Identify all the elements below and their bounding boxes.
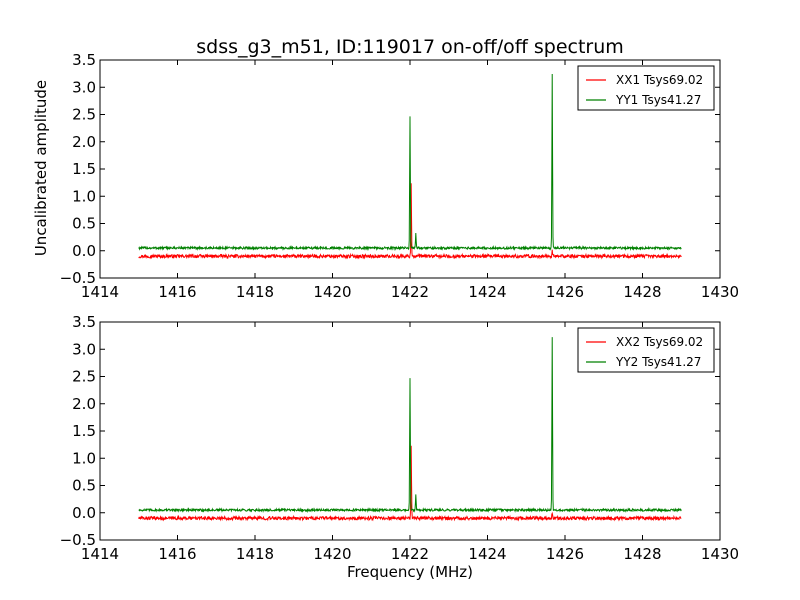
y-tick-label: 2.5 <box>72 368 96 386</box>
x-tick-label: 1424 <box>468 283 506 301</box>
series-line-2 <box>138 74 682 252</box>
legend-label: YY2 Tsys41.27 <box>615 355 701 369</box>
legend: XX1 Tsys69.02 YY1 Tsys41.27 <box>577 65 715 111</box>
y-tick-label: 0.5 <box>72 215 96 233</box>
x-tick-label: 1420 <box>313 283 351 301</box>
y-tick-label: 3.5 <box>72 51 96 69</box>
series-line-1 <box>138 445 682 522</box>
x-tick-label: 1430 <box>701 545 739 563</box>
series-line-2 <box>138 337 682 514</box>
y-tick-label: 2.0 <box>72 395 96 413</box>
legend-label: XX1 Tsys69.02 <box>616 73 703 87</box>
y-axis-label: Uncalibrated amplitude <box>32 80 50 256</box>
x-tick-label: 1426 <box>546 545 584 563</box>
figure-title: sdss_g3_m51, ID:119017 on-off/off spectr… <box>196 36 624 58</box>
subplots: 1414 1416 1418 1420 1422 1424 1426 1428 1430 −0.5… <box>60 51 740 563</box>
x-tick-label: 1422 <box>391 283 429 301</box>
y-tick-label: 2.5 <box>72 106 96 124</box>
x-tick-label: 1424 <box>468 545 506 563</box>
subplot-1: 1414 1416 1418 1420 1422 1424 1426 1428 1430 −0.5… <box>60 51 740 301</box>
y-tick-label: 1.5 <box>72 160 96 178</box>
legend: XX2 Tsys69.02 YY2 Tsys41.27 <box>577 327 715 373</box>
x-tick-label: 1414 <box>81 283 119 301</box>
y-tick-label: 2.0 <box>72 133 96 151</box>
y-tick-label: 1.5 <box>72 422 96 440</box>
x-tick-label: 1426 <box>546 283 584 301</box>
x-tick-label: 1422 <box>391 545 429 563</box>
y-tick-label: 0.0 <box>72 242 96 260</box>
y-tick-label: 0.5 <box>72 477 96 495</box>
y-tick-label: 1.0 <box>72 449 96 467</box>
y-tick-label: −0.5 <box>60 531 96 549</box>
y-tick-label: 3.0 <box>72 340 96 358</box>
x-tick-label: 1416 <box>158 545 196 563</box>
x-axis-label: Frequency (MHz) <box>347 563 473 581</box>
y-tick-label: 3.0 <box>72 78 96 96</box>
x-tick-label: 1420 <box>313 545 351 563</box>
legend-box <box>577 65 715 111</box>
y-tick-label: 1.0 <box>72 187 96 205</box>
y-tick-label: −0.5 <box>60 269 96 287</box>
legend-label: YY1 Tsys41.27 <box>615 93 701 107</box>
legend-box <box>577 327 715 373</box>
y-tick-label: 0.0 <box>72 504 96 522</box>
x-tick-label: 1414 <box>81 545 119 563</box>
legend-label: XX2 Tsys69.02 <box>616 335 703 349</box>
x-tick-label: 1418 <box>236 283 274 301</box>
series-line-1 <box>138 183 682 260</box>
x-tick-label: 1430 <box>701 283 739 301</box>
subplot-2: 1414 1416 1418 1420 1422 1424 1426 1428 1430 −0.5… <box>60 313 740 563</box>
x-tick-label: 1418 <box>236 545 274 563</box>
y-tick-label: 3.5 <box>72 313 96 331</box>
x-tick-label: 1416 <box>158 283 196 301</box>
x-tick-label: 1428 <box>623 545 661 563</box>
x-tick-label: 1428 <box>623 283 661 301</box>
